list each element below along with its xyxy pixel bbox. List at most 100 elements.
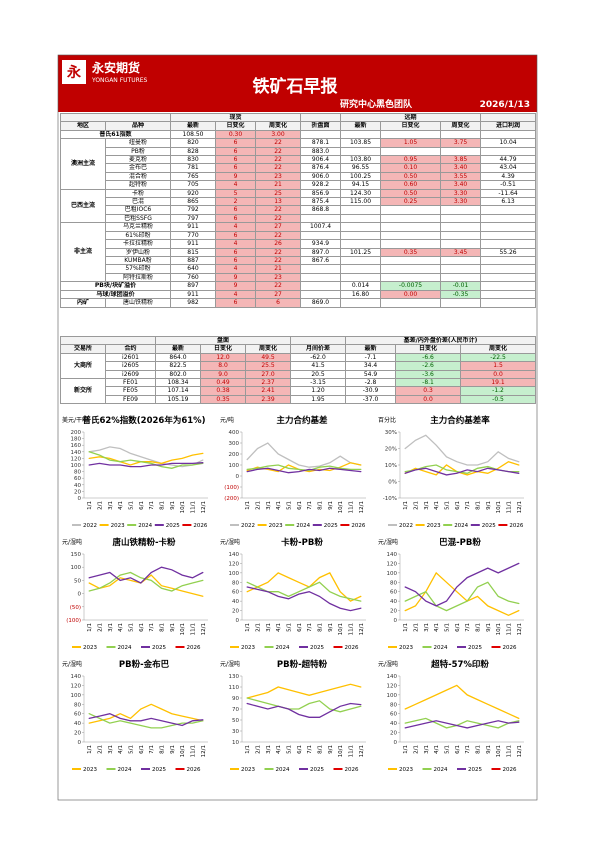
y-tick-label: 40 bbox=[390, 599, 397, 605]
y-tick-label: 0 bbox=[394, 618, 398, 624]
cell: 1007.4 bbox=[300, 222, 342, 232]
chart-title: 主力合约基差率 bbox=[430, 415, 490, 426]
cell: 3.45 bbox=[440, 247, 482, 257]
row: 普氏61指数 108.50 0.30 3.00 bbox=[60, 129, 537, 140]
legend-label: 2022 bbox=[399, 523, 413, 529]
y-tick-label: 150 bbox=[71, 552, 82, 558]
legend-label: 2025 bbox=[152, 645, 166, 651]
y-tick-label: 60 bbox=[74, 476, 81, 482]
cell: 875.4 bbox=[300, 197, 342, 207]
x-tick-label: 3/1 bbox=[424, 623, 430, 632]
x-tick-label: 10/1 bbox=[338, 501, 344, 513]
cell: -3.6 bbox=[395, 369, 462, 380]
cell: 22 bbox=[254, 155, 302, 165]
cell: 781 bbox=[170, 163, 216, 173]
y-tick-label: 60 bbox=[390, 712, 397, 718]
y-tick-label: 100 bbox=[387, 693, 398, 699]
cell bbox=[440, 272, 482, 283]
cell: 23 bbox=[254, 171, 302, 182]
legend-label: 2023 bbox=[399, 767, 413, 773]
y-tick-label: 100 bbox=[387, 571, 398, 577]
y-tick-label: 400 bbox=[229, 430, 240, 436]
series-line bbox=[88, 713, 204, 727]
x-tick-label: 11/1 bbox=[507, 745, 513, 757]
x-tick-label: 10/1 bbox=[180, 623, 186, 635]
legend-label: 2026 bbox=[509, 523, 523, 529]
x-tick-label: 3/1 bbox=[108, 623, 114, 632]
series-line bbox=[88, 451, 204, 469]
row: 超特粉 705 4 21 928.2 94.15 0.60 3.40 -0.51 bbox=[61, 180, 537, 190]
y-tick-label: 0 bbox=[78, 592, 82, 598]
column-header: 日变化 bbox=[200, 344, 246, 354]
cell: 27 bbox=[254, 222, 302, 232]
x-tick-label: 11/1 bbox=[349, 501, 355, 513]
x-tick-label: 2/1 bbox=[256, 745, 262, 754]
x-tick-label: 10/1 bbox=[496, 745, 502, 757]
legend-label: 2024 bbox=[296, 523, 310, 529]
y-tick-label: 120 bbox=[229, 561, 240, 567]
series-line bbox=[404, 467, 520, 476]
cell: -62.0 bbox=[290, 352, 347, 363]
cell: 906.4 bbox=[300, 155, 342, 165]
x-tick-label: 9/1 bbox=[328, 501, 334, 510]
series-line bbox=[246, 442, 362, 468]
row: 巴西主流 卡粉 920 5 25 856.9 124.30 0.50 3.30 -11.64 bbox=[60, 188, 537, 224]
cell bbox=[440, 255, 482, 266]
cell: 830 bbox=[170, 155, 216, 165]
cell bbox=[340, 297, 382, 308]
cell: 906.0 bbox=[300, 171, 342, 182]
cell: 878.1 bbox=[300, 138, 342, 148]
x-tick-label: 2/1 bbox=[98, 745, 104, 754]
cell: 640 bbox=[170, 264, 216, 274]
series-line bbox=[404, 684, 520, 720]
row-name: 巴粗SSFG bbox=[105, 213, 171, 224]
cell bbox=[480, 129, 537, 140]
x-tick-label: 12/1 bbox=[517, 501, 523, 513]
x-tick-label: 6/1 bbox=[297, 745, 303, 754]
cell bbox=[340, 205, 382, 215]
date: 2026/1/13 bbox=[480, 100, 530, 110]
series-line bbox=[88, 566, 204, 584]
cell: 0.95 bbox=[380, 155, 442, 165]
cell: 26 bbox=[254, 239, 302, 249]
x-tick-label: 11/1 bbox=[507, 501, 513, 513]
logo-glyph: 永 bbox=[66, 64, 82, 81]
x-tick-label: 12/1 bbox=[517, 623, 523, 635]
row-name: 超特粉 bbox=[105, 180, 171, 190]
row-name: 唐山铁精粉 bbox=[105, 297, 171, 308]
cell: 897 bbox=[170, 281, 216, 291]
row: 巴粗SSFG 797 6 22 bbox=[61, 213, 537, 224]
cell: 883.0 bbox=[300, 146, 342, 157]
row-name: 卡拉拉精粉 bbox=[105, 239, 171, 249]
x-tick-label: 4/1 bbox=[434, 745, 440, 754]
row: 金布巴 781 6 22 876.4 96.55 0.10 3.40 43.04 bbox=[61, 163, 537, 173]
series-line bbox=[404, 717, 520, 729]
column-header: 日变化 bbox=[395, 344, 462, 354]
row: 内矿 唐山铁精粉 982 6 6 869.0 bbox=[60, 297, 537, 308]
cell: -2.8 bbox=[345, 378, 397, 388]
cell: -0.5 bbox=[460, 394, 537, 405]
row-name: 纽曼粉 bbox=[105, 138, 171, 148]
x-tick-label: 2/1 bbox=[414, 501, 420, 510]
row: PB块/块矿溢价 897 9 22 0.014 -0.0075 -0.01 bbox=[60, 281, 537, 291]
y-tick-label: 40 bbox=[390, 721, 397, 727]
region: 澳洲主流 bbox=[60, 138, 106, 190]
column-header: 月间价差 bbox=[290, 344, 347, 354]
cell bbox=[380, 146, 442, 157]
cell: 4 bbox=[215, 239, 256, 249]
y-tick-label: 10 bbox=[232, 740, 239, 746]
cell: 0.30 bbox=[215, 129, 256, 140]
y-tick-label: 120 bbox=[71, 683, 82, 689]
series-line bbox=[88, 452, 204, 466]
cell bbox=[440, 205, 482, 215]
y-tick-label: 140 bbox=[387, 552, 398, 558]
cell: 797 bbox=[170, 213, 216, 224]
cell bbox=[300, 272, 342, 283]
y-tick-label: 100 bbox=[71, 463, 82, 469]
cell bbox=[300, 264, 342, 274]
cell: 928.2 bbox=[300, 180, 342, 190]
cell bbox=[440, 146, 482, 157]
cell: 21 bbox=[254, 264, 302, 274]
cell: 13 bbox=[254, 197, 302, 207]
cell bbox=[480, 255, 537, 266]
